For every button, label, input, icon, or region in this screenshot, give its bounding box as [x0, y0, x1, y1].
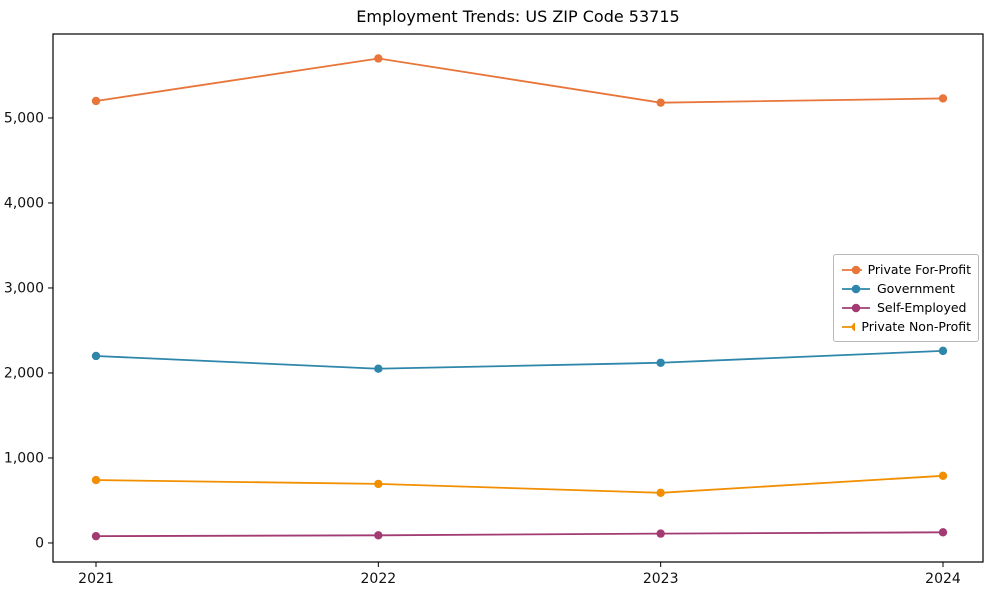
data-point-self-employed-2021	[91, 531, 101, 541]
chart-title: Employment Trends: US ZIP Code 53715	[356, 7, 680, 26]
y-axis-tick-label: 3,000	[4, 280, 44, 296]
y-axis-tick-label: 4,000	[4, 195, 44, 211]
legend-label: Government	[877, 281, 955, 296]
x-axis-tick-label: 2021	[78, 571, 114, 587]
legend-item: Self-Employed	[841, 298, 971, 317]
legend-label: Private For-Profit	[867, 262, 971, 277]
legend-item: Government	[841, 279, 971, 298]
plot-frame	[52, 33, 984, 563]
data-point-private-for-profit-2024	[938, 94, 948, 103]
legend: Private For-Profit Government Self-Emplo…	[833, 254, 979, 342]
data-point-private-non-profit-2023	[656, 488, 665, 498]
legend-item: Private Non-Profit	[841, 317, 971, 336]
y-axis-tick-label: 1,000	[4, 450, 44, 466]
data-point-self-employed-2022	[374, 531, 383, 540]
x-axis-tick-label: 2022	[361, 571, 397, 587]
data-point-government-2024	[938, 346, 948, 356]
data-point-private-non-profit-2021	[91, 475, 101, 485]
data-point-self-employed-2023	[656, 529, 665, 538]
data-point-self-employed-2024	[938, 528, 948, 537]
legend-item: Private For-Profit	[841, 260, 971, 279]
line-marker-icon	[842, 322, 856, 331]
legend-label: Self-Employed	[877, 300, 967, 315]
data-point-private-non-profit-2022	[374, 479, 383, 489]
y-axis-tick-label: 2,000	[4, 365, 44, 381]
data-point-private-non-profit-2024	[938, 471, 948, 481]
x-axis-tick-label: 2023	[643, 571, 679, 587]
y-axis-tick-label: 0	[35, 535, 44, 551]
line-marker-icon	[842, 284, 870, 293]
data-point-government-2021	[91, 351, 101, 361]
series-line-private-non-profit	[95, 474, 944, 494]
series-line-self-employed	[95, 531, 944, 538]
data-point-private-for-profit-2021	[91, 96, 101, 106]
legend-label: Private Non-Profit	[861, 319, 971, 334]
data-point-government-2023	[656, 358, 665, 367]
series-line-government	[95, 349, 944, 370]
data-point-private-for-profit-2022	[374, 54, 383, 63]
line-marker-icon	[842, 303, 870, 312]
line-marker-icon	[842, 265, 862, 274]
y-axis-tick-label: 5,000	[4, 110, 44, 126]
series-line-private-for-profit	[95, 57, 944, 104]
data-point-government-2022	[374, 364, 383, 373]
data-point-private-for-profit-2023	[656, 98, 665, 107]
x-axis-tick-label: 2024	[925, 571, 961, 587]
